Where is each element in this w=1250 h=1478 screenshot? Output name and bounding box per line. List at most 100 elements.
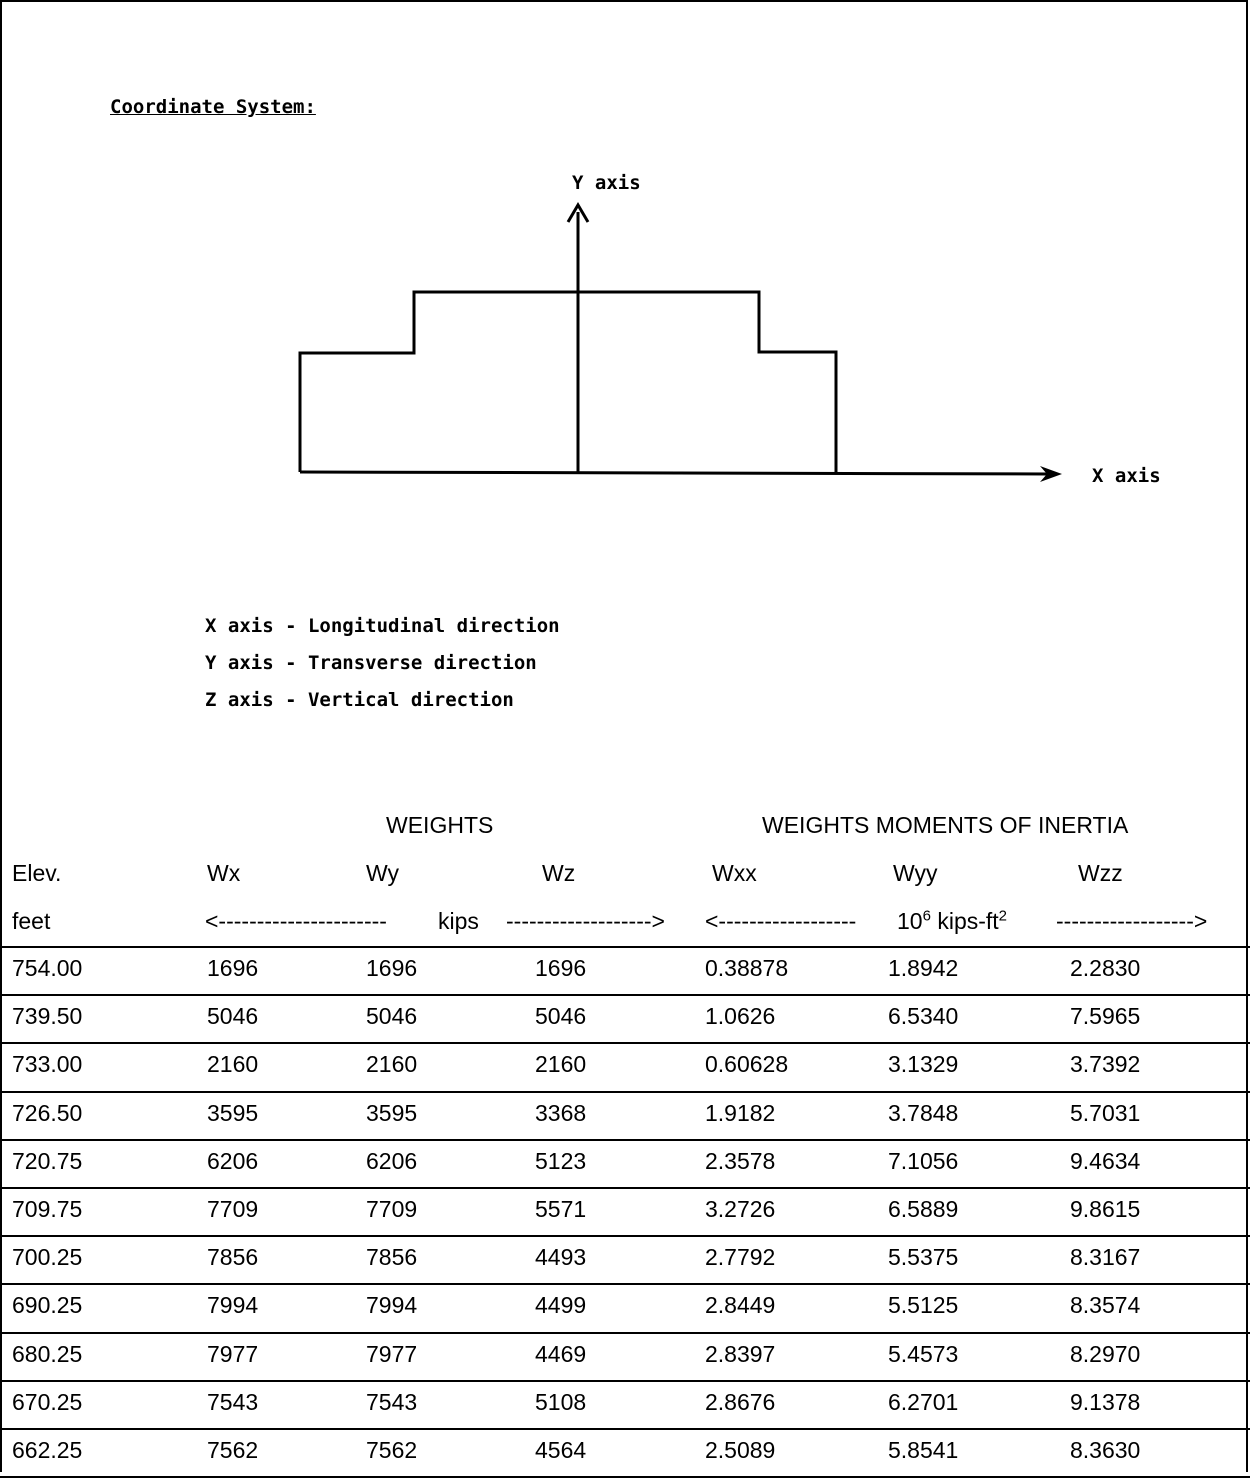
cell-wyy: 5.8541 <box>888 1437 959 1463</box>
cell-elev: 662.25 <box>12 1437 83 1463</box>
cell-wxx: 2.5089 <box>705 1437 776 1463</box>
cell-wz: 4469 <box>535 1340 587 1367</box>
cell-wy: 7543 <box>366 1388 418 1415</box>
cell-elev: 680.25 <box>12 1340 83 1367</box>
cell-wxx: 3.2726 <box>705 1196 776 1222</box>
col-header-wx: Wx <box>207 860 241 886</box>
cell-wz: 4564 <box>535 1437 587 1463</box>
cell-elev: 733.00 <box>12 1051 83 1078</box>
legend-y: Y axis - Transverse direction <box>205 652 537 674</box>
cell-elev: 670.25 <box>12 1388 83 1415</box>
cell-wyy: 6.2701 <box>888 1388 959 1415</box>
units-weights-arrow-right: -------------------> <box>506 908 665 934</box>
row-separator <box>0 1283 1250 1286</box>
cell-wx: 7562 <box>207 1437 259 1463</box>
cell-wyy: 3.7848 <box>888 1099 959 1126</box>
cell-wzz: 3.7392 <box>1070 1051 1141 1078</box>
cell-wz: 4493 <box>535 1244 587 1271</box>
cell-wy: 3595 <box>366 1099 418 1126</box>
row-separator <box>0 994 1250 997</box>
units-weights-label: kips <box>438 908 479 934</box>
cell-wx: 7709 <box>207 1196 259 1222</box>
cell-wyy: 5.4573 <box>888 1340 959 1367</box>
units-moments-label: 106 kips-ft2 <box>897 907 1008 934</box>
row-separator <box>0 946 1250 948</box>
cell-elev: 720.75 <box>12 1147 83 1174</box>
coordinate-system-diagram: Y axis X axis <box>298 172 1161 487</box>
cell-wxx: 2.8676 <box>705 1388 776 1415</box>
cell-wx: 2160 <box>207 1051 259 1078</box>
cell-wz: 1696 <box>535 955 587 981</box>
cell-wyy: 1.8942 <box>888 955 959 981</box>
cell-wzz: 9.8615 <box>1070 1196 1141 1222</box>
cell-wxx: 0.60628 <box>705 1051 789 1078</box>
legend-x: X axis - Longitudinal direction <box>205 615 560 637</box>
cell-wxx: 1.9182 <box>705 1099 776 1126</box>
row-separator <box>0 1428 1250 1430</box>
col-header-elev: Elev. <box>12 860 62 886</box>
y-axis-label: Y axis <box>572 172 641 194</box>
cell-wyy: 7.1056 <box>888 1147 959 1174</box>
cell-elev: 700.25 <box>12 1244 83 1271</box>
x-axis-arrowhead <box>1040 466 1062 482</box>
col-header-wy: Wy <box>366 860 400 886</box>
cell-wy: 7709 <box>366 1196 418 1222</box>
cell-wzz: 9.4634 <box>1070 1147 1141 1174</box>
col-header-wxx: Wxx <box>712 860 757 886</box>
building-outline <box>298 290 838 472</box>
cell-wz: 4499 <box>535 1292 587 1319</box>
cell-wz: 5571 <box>535 1196 587 1222</box>
axis-legend: X axis - Longitudinal direction Y axis -… <box>205 608 560 719</box>
cell-wzz: 8.2970 <box>1070 1340 1141 1367</box>
row-separator <box>0 1090 1250 1093</box>
moments-group-header: WEIGHTS MOMENTS OF INERTIA <box>762 812 1129 838</box>
cell-wzz: 8.3630 <box>1070 1437 1141 1463</box>
cell-wzz: 7.5965 <box>1070 1003 1141 1030</box>
cell-wz: 5108 <box>535 1388 587 1415</box>
cell-wzz: 2.2830 <box>1070 955 1141 981</box>
col-header-wyy: Wyy <box>893 860 938 886</box>
cell-wz: 5123 <box>535 1147 587 1174</box>
cell-elev: 690.25 <box>12 1292 83 1319</box>
cell-wyy: 6.5340 <box>888 1003 959 1030</box>
cell-wy: 7562 <box>366 1437 418 1463</box>
cell-elev: 709.75 <box>12 1196 83 1222</box>
cell-wy: 7977 <box>366 1340 418 1367</box>
cell-wy: 5046 <box>366 1003 418 1030</box>
cell-wy: 6206 <box>366 1147 418 1174</box>
y-axis-arrowhead <box>566 202 590 223</box>
cell-wxx: 2.7792 <box>705 1244 776 1271</box>
cell-wy: 7856 <box>366 1244 418 1271</box>
cell-wz: 2160 <box>535 1051 587 1078</box>
cell-wz: 5046 <box>535 1003 587 1030</box>
col-header-wz: Wz <box>542 860 576 886</box>
section-title: Coordinate System: <box>110 96 316 118</box>
row-separator <box>0 1235 1250 1238</box>
cell-wxx: 2.8397 <box>705 1340 776 1367</box>
cell-wy: 7994 <box>366 1292 418 1319</box>
cell-wyy: 6.5889 <box>888 1196 959 1222</box>
cell-wxx: 1.0626 <box>705 1003 776 1030</box>
cell-elev: 726.50 <box>12 1099 83 1126</box>
row-separator <box>0 1379 1250 1382</box>
cell-wxx: 0.38878 <box>705 955 789 981</box>
row-separator <box>0 1042 1250 1045</box>
cell-wx: 6206 <box>207 1147 259 1174</box>
units-elev: feet <box>12 908 51 934</box>
cell-wx: 7994 <box>207 1292 259 1319</box>
cell-wy: 2160 <box>366 1051 418 1078</box>
row-separator <box>0 1187 1250 1189</box>
cell-wzz: 8.3574 <box>1070 1292 1141 1319</box>
cell-wy: 1696 <box>366 955 418 981</box>
cell-wzz: 8.3167 <box>1070 1244 1141 1271</box>
units-moments-arrow-right: ------------------> <box>1056 908 1208 934</box>
units-weights-arrow-left: <---------------------- <box>205 908 387 934</box>
weights-group-header: WEIGHTS <box>386 812 494 838</box>
cell-elev: 739.50 <box>12 1003 83 1030</box>
cell-wyy: 3.1329 <box>888 1051 959 1078</box>
x-axis-line <box>299 470 1051 476</box>
cell-wx: 7856 <box>207 1244 259 1271</box>
row-separator <box>0 1331 1250 1334</box>
cell-wzz: 5.7031 <box>1070 1099 1141 1126</box>
